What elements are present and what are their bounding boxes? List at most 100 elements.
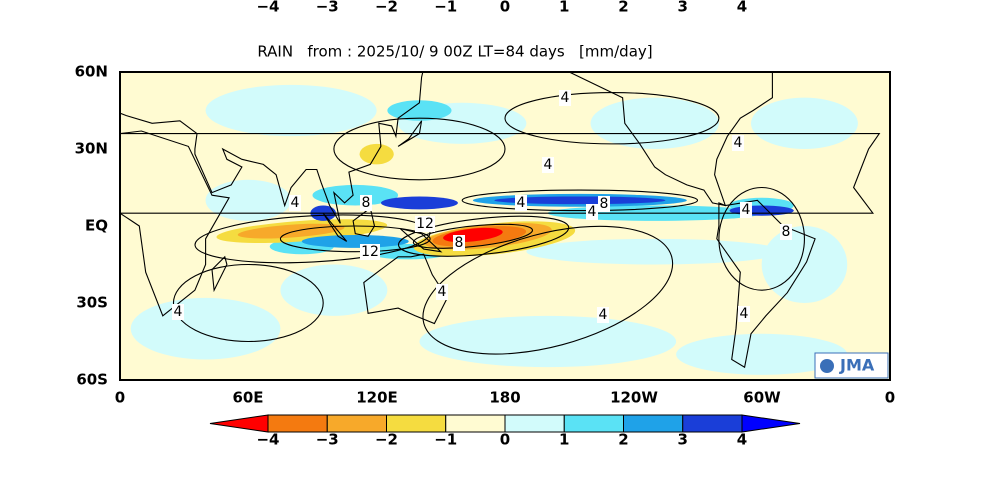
contour-label: 4 — [517, 195, 526, 211]
contour-label-box — [559, 90, 571, 106]
colorbar-segment — [326, 414, 387, 433]
lon-label: 0 — [885, 389, 895, 407]
contour-label: 8 — [782, 224, 791, 240]
colorbar-label: −1 — [434, 0, 457, 16]
shading — [312, 184, 399, 206]
contour-label-box — [780, 224, 792, 240]
contour-label: 12 — [416, 216, 434, 232]
contour-label-box — [732, 135, 744, 151]
contour — [279, 225, 431, 253]
colorbar-label: 2 — [618, 0, 628, 16]
colorbar-label: 4 — [737, 431, 747, 449]
coastline — [397, 120, 423, 147]
shading — [205, 84, 377, 137]
contour-label: 4 — [544, 157, 553, 173]
contour-label: 4 — [561, 90, 570, 106]
shading — [729, 205, 794, 216]
contour-label-box — [415, 216, 435, 232]
logo: JMA — [814, 352, 889, 379]
contour-label: 12 — [361, 244, 379, 260]
contour-label-box — [586, 204, 598, 220]
colorbar-segment — [504, 414, 565, 433]
contour-label-box — [172, 304, 184, 320]
contour-label-box — [515, 195, 527, 211]
colorbar-label: 1 — [559, 0, 569, 16]
contour-label-box — [360, 244, 380, 260]
map-frame — [119, 71, 891, 381]
logo-text: JMA — [839, 356, 875, 375]
colorbar-label: −4 — [256, 0, 279, 16]
map-title: RAIN from : 2025/10/ 9 00Z LT=84 days [m… — [257, 43, 652, 61]
logo-icon — [820, 359, 834, 373]
shading — [526, 238, 784, 265]
colorbar-label: −1 — [434, 431, 457, 449]
contour — [718, 186, 805, 291]
contour-label: 4 — [734, 135, 743, 151]
contour — [422, 225, 674, 355]
shading — [130, 297, 281, 360]
coastline — [536, 72, 773, 207]
shading — [280, 264, 388, 316]
lat-label: 30N — [75, 140, 108, 158]
colorbar-segment — [267, 414, 328, 433]
contour — [333, 117, 506, 181]
colorbar-label: 1 — [559, 431, 569, 449]
contour-label-box — [436, 284, 448, 300]
contour-label: 8 — [455, 235, 464, 251]
lon-label: 120W — [610, 389, 658, 407]
colorbar-segment — [386, 414, 447, 433]
contour — [504, 91, 720, 145]
shading — [750, 97, 858, 149]
contour — [172, 263, 324, 343]
contour-label: 4 — [174, 304, 183, 320]
contour-label: 4 — [291, 195, 300, 211]
coastline — [120, 133, 881, 214]
contour-label: 4 — [588, 204, 597, 220]
shading — [301, 234, 409, 248]
lon-label: 60W — [743, 389, 781, 407]
coastline — [211, 255, 228, 293]
coastline — [322, 212, 348, 242]
shading — [676, 333, 848, 375]
coastline — [120, 130, 230, 317]
colorbar-label: 3 — [678, 0, 688, 16]
lat-label: 30S — [76, 294, 108, 312]
colorbar-segment — [623, 414, 684, 433]
contour-label: 4 — [438, 284, 447, 300]
contour — [397, 215, 570, 257]
colorbar-label: −3 — [316, 0, 339, 16]
contour-label-box — [453, 235, 465, 251]
contour-label-box — [289, 195, 301, 211]
shading — [494, 196, 666, 205]
lon-label: 0 — [115, 389, 125, 407]
colorbar-label: 0 — [500, 431, 510, 449]
coastline — [399, 228, 443, 253]
colorbar-label: −4 — [256, 431, 279, 449]
colorbar-label: 0 — [500, 0, 510, 16]
lon-label: 180 — [489, 389, 520, 407]
colorbar-label: 4 — [737, 0, 747, 16]
contour-label: 8 — [600, 196, 609, 212]
lon-label: 60E — [232, 389, 263, 407]
shading — [205, 179, 292, 221]
contour-label: 4 — [740, 306, 749, 322]
contour-label-box — [738, 306, 750, 322]
coastline — [716, 199, 816, 369]
lat-label: EQ — [85, 217, 108, 235]
contour-label: 8 — [362, 195, 371, 211]
contour-label-box — [597, 307, 609, 323]
colorbar-label: −2 — [375, 0, 398, 16]
contour-label: 4 — [599, 307, 608, 323]
lat-label: 60N — [75, 63, 108, 81]
colorbar-segment — [682, 414, 743, 433]
contour — [194, 214, 431, 264]
contour-label-box — [598, 196, 610, 212]
shading — [387, 100, 452, 121]
contour-label-box — [542, 157, 554, 173]
colorbar-label: 2 — [618, 431, 628, 449]
contour-label: 4 — [742, 202, 751, 218]
coastline — [120, 72, 424, 224]
colorbar-label: 3 — [678, 431, 688, 449]
